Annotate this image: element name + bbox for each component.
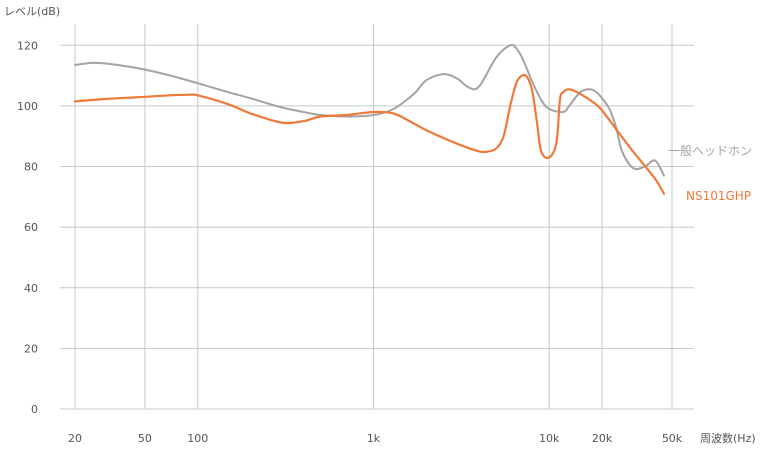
y-axis-title: レベル(dB) (4, 5, 60, 18)
y-tick-label-100: 100 (17, 100, 38, 113)
y-tick-label-80: 80 (24, 161, 38, 174)
y-tick-label-0: 0 (31, 403, 38, 416)
x-tick-label-50k: 50k (662, 432, 683, 445)
y-tick-label-20: 20 (24, 342, 38, 355)
x-tick-label-20: 20 (68, 432, 82, 445)
x-tick-label-50: 50 (138, 432, 152, 445)
y-tick-label-60: 60 (24, 221, 38, 234)
y-tick-label-120: 120 (17, 39, 38, 52)
x-tick-label-10k: 10k (539, 432, 560, 445)
x-tick-label-20k: 20k (592, 432, 613, 445)
x-tick-label-100: 100 (187, 432, 208, 445)
x-tick-label-1k: 1k (367, 432, 381, 445)
series-line-0 (74, 43, 665, 177)
series-label-0: 一般ヘッドホン (668, 143, 752, 158)
series-label-1: NS101GHP (686, 189, 751, 203)
x-axis-title: 周波数(Hz) (700, 432, 756, 445)
series-line-1 (73, 73, 666, 195)
grid-lines (60, 24, 694, 410)
y-tick-label-40: 40 (24, 282, 38, 295)
